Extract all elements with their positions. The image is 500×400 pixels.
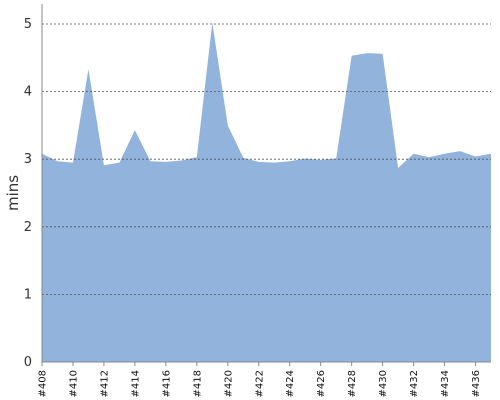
x-tick-labels: #408 #410 #412 #414 #416 #418 #420 #422 #424 #426… bbox=[38, 362, 482, 397]
y-tick-labels: 0 1 2 3 4 5 bbox=[24, 17, 32, 370]
x-tick-label: #408 bbox=[38, 370, 49, 397]
y-tick-label: 0 bbox=[24, 355, 32, 370]
x-tick-label: #434 bbox=[440, 370, 451, 397]
y-tick-label: 3 bbox=[24, 152, 32, 167]
x-tick-label: #414 bbox=[130, 370, 141, 397]
y-tick-label: 5 bbox=[24, 17, 32, 32]
y-axis-label: mins bbox=[4, 175, 22, 211]
x-tick-label: #428 bbox=[347, 370, 358, 397]
x-tick-label: #412 bbox=[99, 370, 110, 397]
area-series bbox=[42, 22, 491, 363]
x-tick-label: #416 bbox=[161, 370, 172, 397]
x-tick-label: #422 bbox=[254, 370, 265, 397]
x-tick-label: #410 bbox=[68, 370, 79, 397]
y-tick-label: 1 bbox=[24, 287, 32, 302]
x-tick-label: #418 bbox=[192, 370, 203, 397]
y-tick-label: 4 bbox=[24, 85, 32, 100]
gridlines bbox=[42, 23, 491, 295]
x-tick-label: #424 bbox=[285, 370, 296, 397]
x-tick-label: #432 bbox=[409, 370, 420, 397]
x-tick-label: #430 bbox=[378, 370, 389, 397]
y-tick-label: 2 bbox=[24, 220, 32, 235]
x-tick-label: #426 bbox=[316, 370, 327, 397]
x-tick-label: #436 bbox=[471, 370, 482, 397]
x-tick-label: #420 bbox=[223, 370, 234, 397]
